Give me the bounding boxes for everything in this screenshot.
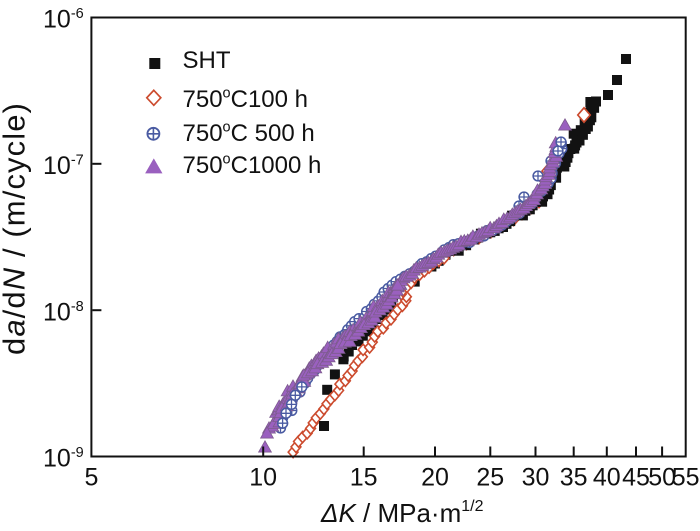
svg-text:750oC 500 h: 750oC 500 h	[183, 120, 315, 148]
svg-text:30: 30	[522, 464, 550, 492]
svg-text:55: 55	[672, 464, 700, 492]
svg-text:da/dN / (m/cycle): da/dN / (m/cycle)	[0, 102, 32, 355]
svg-text:ΔK / MPa·m1/2: ΔK / MPa·m1/2	[320, 498, 484, 528]
svg-text:35: 35	[560, 464, 588, 492]
svg-text:5: 5	[84, 464, 98, 492]
svg-text:SHT: SHT	[183, 47, 231, 74]
svg-text:10: 10	[249, 464, 277, 492]
svg-text:750oC100 h: 750oC100 h	[183, 86, 309, 114]
svg-text:50: 50	[648, 464, 676, 492]
svg-text:40: 40	[593, 464, 621, 492]
svg-text:45: 45	[622, 464, 650, 492]
svg-text:20: 20	[421, 464, 449, 492]
svg-text:750oC1000 h: 750oC1000 h	[183, 152, 322, 180]
svg-text:15: 15	[350, 464, 378, 492]
svg-text:25: 25	[476, 464, 504, 492]
